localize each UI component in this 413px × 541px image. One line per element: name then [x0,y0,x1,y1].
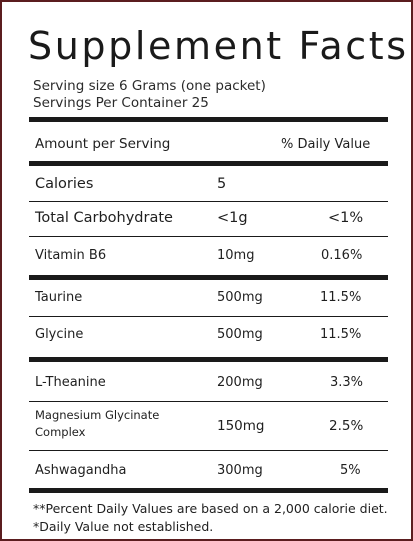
daily-value-header: % Daily Value [281,137,371,152]
divider-thin [29,401,388,402]
nutrient-name: Magnesium Glycinate [35,408,160,422]
nutrient-amount: <1g [217,210,248,226]
nutrient-daily-value: 2.5% [329,418,364,434]
nutrient-daily-value: 11.5% [320,327,362,342]
nutrient-amount: 150mg [217,418,265,434]
serving-size: Serving size 6 Grams (one packet) [33,78,266,94]
nutrient-name: Total Carbohydrate [35,210,173,226]
divider-thin [29,201,388,202]
nutrient-daily-value: 0.16% [321,248,363,263]
nutrient-daily-value: <1% [328,210,364,226]
nutrient-amount: 5 [217,176,227,192]
nutrient-amount: 500mg [217,327,263,342]
divider-thick [29,275,388,280]
divider-thick [29,488,388,493]
nutrient-name-continued: Complex [35,425,86,439]
nutrient-name: Vitamin B6 [35,248,107,263]
nutrient-amount: 10mg [217,248,255,263]
servings-per-container: Servings Per Container 25 [33,95,209,111]
label-title: Supplement Facts [28,24,409,68]
divider-thin [29,450,388,451]
divider-thin [29,316,388,317]
nutrient-daily-value: 5% [340,463,361,478]
divider-thin [29,236,388,237]
nutrient-name: L-Theanine [35,375,106,390]
nutrient-name: Taurine [35,290,83,305]
nutrient-amount: 200mg [217,375,263,390]
nutrient-daily-value: 3.3% [330,375,364,390]
divider-thick [29,357,388,362]
nutrient-daily-value: 11.5% [320,290,362,305]
divider-thick [29,117,388,122]
divider-thick [29,161,388,166]
nutrient-amount: 300mg [217,463,263,478]
nutrient-name: Ashwagandha [35,463,127,478]
nutrient-name: Glycine [35,327,84,342]
footnote-daily-value-not-established: *Daily Value not established. [33,519,214,534]
footnote-percent-daily-values: **Percent Daily Values are based on a 2,… [33,501,388,516]
amount-per-serving-header: Amount per Serving [35,136,171,152]
nutrient-name: Calories [35,176,94,192]
nutrient-amount: 500mg [217,290,263,305]
